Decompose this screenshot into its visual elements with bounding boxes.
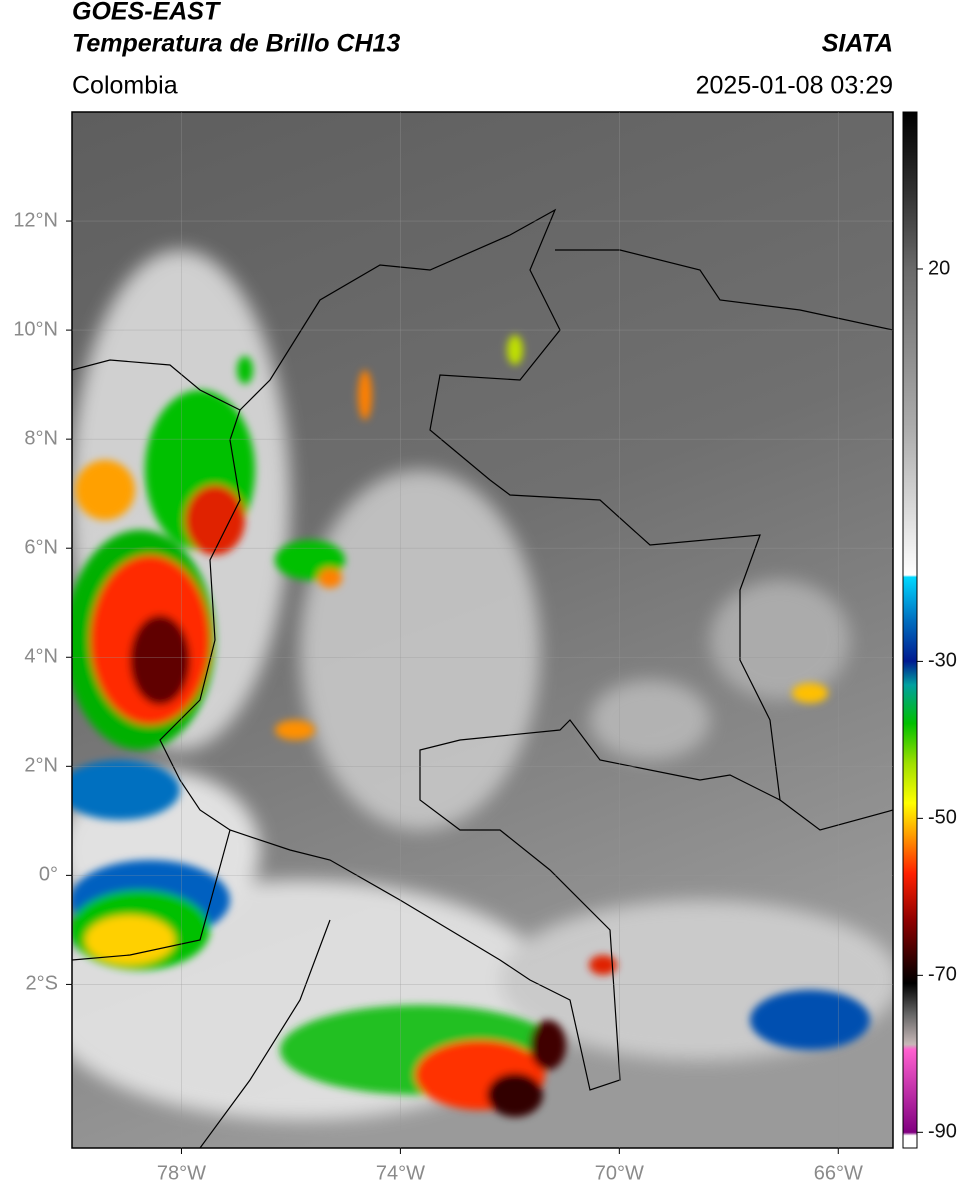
- region: Colombia: [72, 72, 178, 100]
- colorbar-tick-label: -70: [928, 964, 957, 986]
- lat-tick-label: 2°S: [26, 973, 58, 995]
- colorbar-tick-label: 20: [928, 257, 950, 279]
- lon-tick-label: 70°W: [595, 1162, 644, 1184]
- lon-tick-label: 78°W: [157, 1162, 206, 1184]
- lat-tick-label: 12°N: [13, 209, 58, 231]
- title: GOES-EAST: [72, 0, 222, 26]
- lon-tick-label: 66°W: [814, 1162, 863, 1184]
- datetime: 2025-01-08 03:29: [696, 72, 893, 100]
- lat-tick-label: 4°N: [24, 646, 58, 668]
- lat-tick-label: 8°N: [24, 427, 58, 449]
- map-frame: [71, 111, 894, 1149]
- source: SIATA: [822, 30, 893, 58]
- colorbar: [902, 111, 918, 1149]
- lon-tick-label: 74°W: [376, 1162, 425, 1184]
- lat-tick-label: 6°N: [24, 536, 58, 558]
- subtitle: Temperatura de Brillo CH13: [72, 30, 400, 58]
- lat-tick-label: 10°N: [13, 318, 58, 340]
- colorbar-tick-label: -50: [928, 807, 957, 829]
- colorbar-tick-label: -30: [928, 650, 957, 672]
- colorbar-tick-label: -90: [928, 1121, 957, 1143]
- lat-tick-label: 0°: [39, 864, 58, 886]
- satellite-image: [72, 112, 893, 1148]
- lat-tick-label: 2°N: [24, 755, 58, 777]
